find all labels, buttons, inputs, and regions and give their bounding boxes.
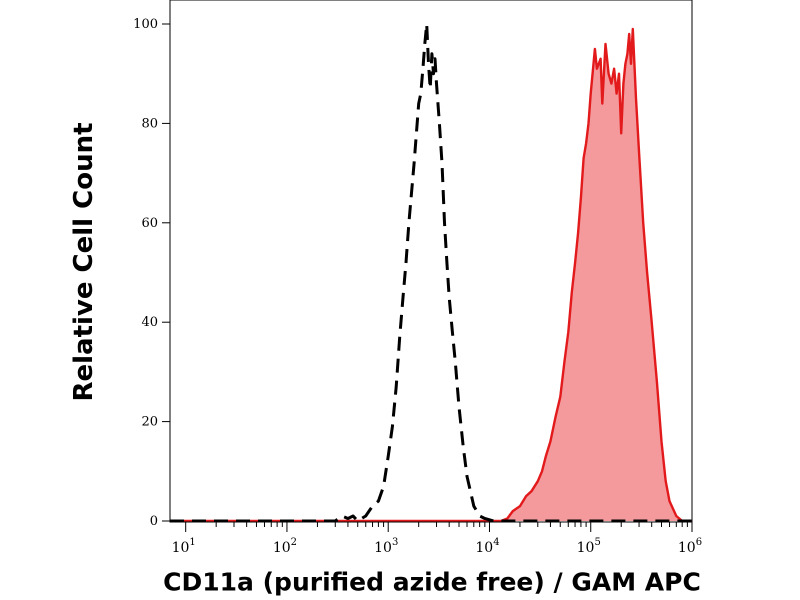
y-tick-label: 0 [150,514,158,529]
x-tick-label: 101 [172,537,196,556]
x-tick-label: 103 [374,537,398,556]
plot-frame [169,0,693,523]
x-tick-label: 106 [678,537,702,556]
x-axis: 101 102 103 104 105 106 [172,522,702,556]
x-axis-label: CD11a (purified azide free) / GAM APC [163,567,701,597]
x-tick-label: 105 [577,537,601,556]
series-0-line [170,22,692,523]
y-tick-label: 100 [133,17,158,32]
y-tick-label: 80 [141,116,158,131]
series-1-area [170,29,692,521]
y-tick-label: 60 [141,216,158,231]
series-layer [170,22,692,523]
y-axis-label: Relative Cell Count [69,122,99,402]
x-tick-label: 102 [273,537,297,556]
y-axis: 0 20 40 60 80 100 [133,17,170,529]
y-tick-label: 40 [141,315,158,330]
x-tick-label: 104 [475,537,499,556]
y-tick-label: 20 [141,415,158,430]
series-1-line [170,27,692,523]
